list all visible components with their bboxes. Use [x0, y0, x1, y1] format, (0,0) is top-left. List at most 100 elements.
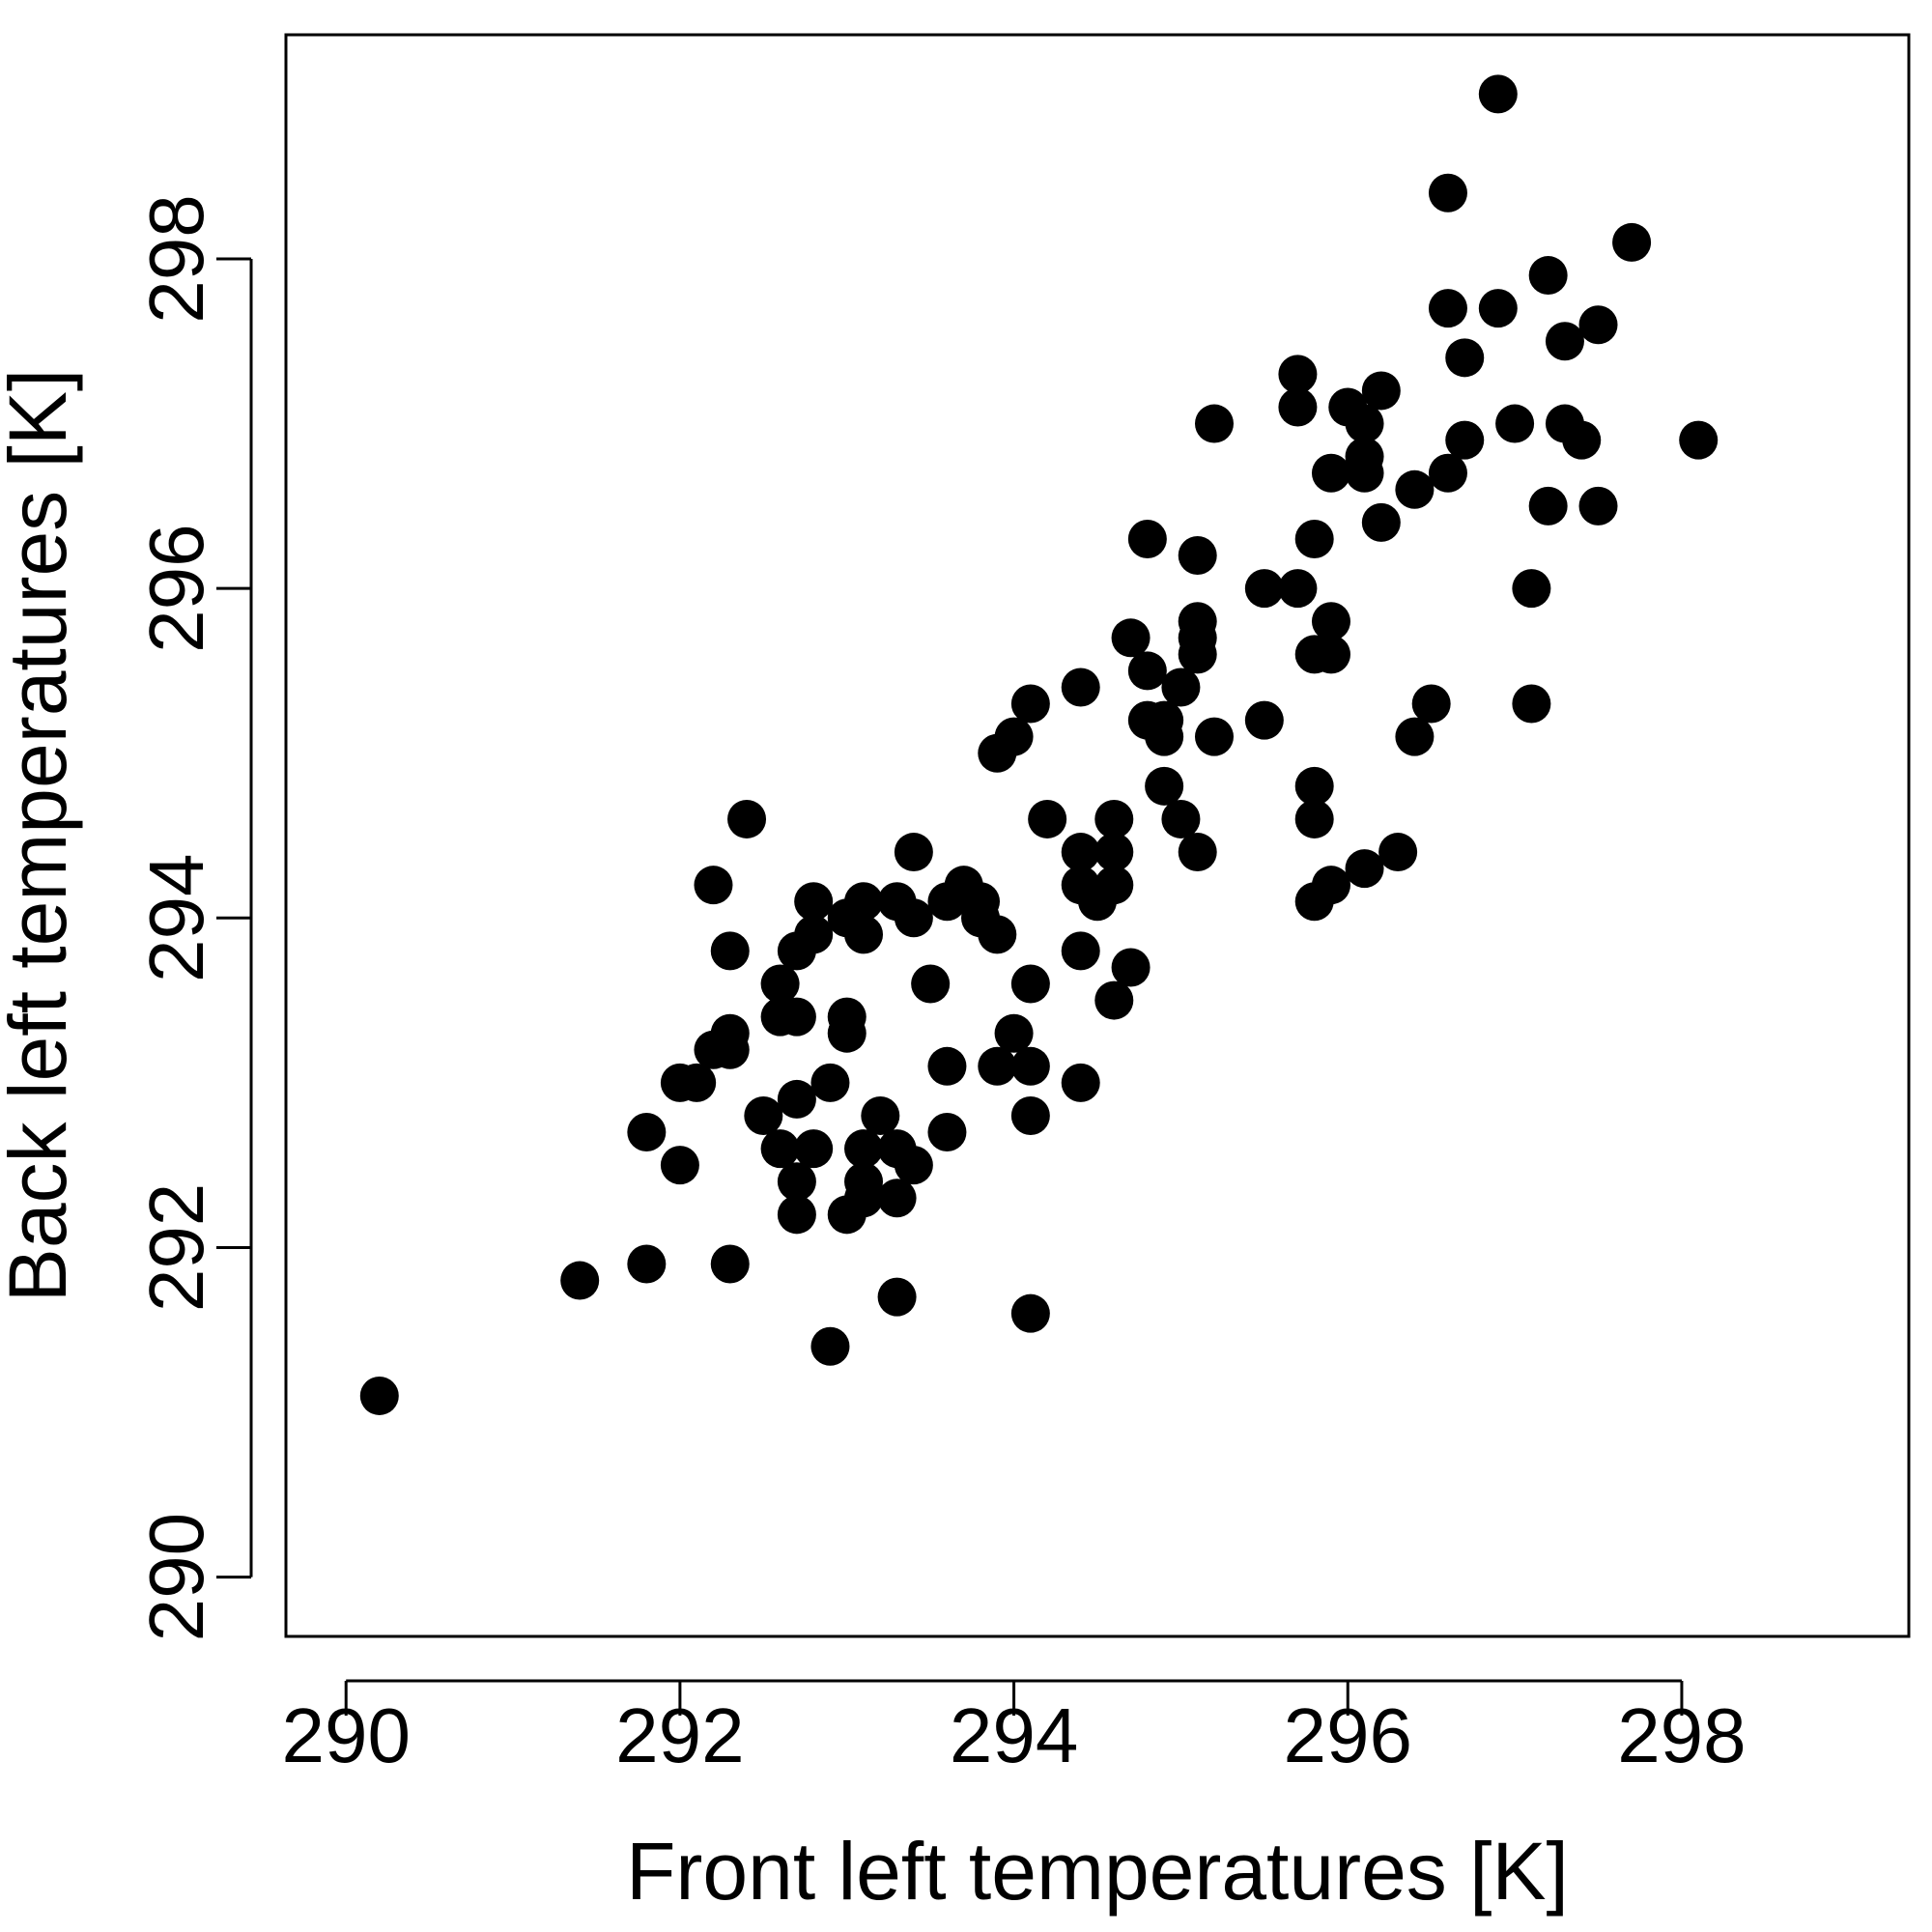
y-tick-label: 292 — [133, 1183, 219, 1312]
data-point — [710, 1013, 750, 1053]
data-point — [1478, 74, 1518, 114]
data-point — [777, 1162, 816, 1202]
data-point — [1345, 437, 1384, 476]
x-tick-label: 296 — [1284, 1692, 1412, 1778]
data-point — [1395, 717, 1435, 756]
data-point — [1612, 222, 1652, 262]
data-point — [911, 964, 951, 1004]
data-point — [894, 898, 933, 938]
data-point — [827, 997, 867, 1037]
data-point — [794, 1129, 834, 1169]
data-point — [844, 882, 884, 922]
data-point — [1478, 289, 1518, 328]
data-point — [627, 1113, 667, 1152]
data-point — [794, 915, 834, 954]
data-point — [1127, 519, 1167, 558]
data-points — [359, 74, 1719, 1415]
data-point — [1061, 931, 1100, 971]
data-point — [1495, 404, 1535, 443]
data-point — [1679, 420, 1719, 460]
y-axis-title: Back left temperatures [K] — [0, 369, 83, 1302]
x-tick-label: 294 — [950, 1692, 1078, 1778]
data-point — [359, 1376, 399, 1415]
data-point — [1512, 684, 1551, 724]
data-point — [1028, 799, 1067, 838]
data-point — [710, 931, 750, 971]
data-point — [1094, 833, 1134, 872]
x-axis: 290 292 294 296 298 — [281, 1679, 1747, 1778]
data-point — [1161, 668, 1201, 707]
data-point — [1061, 668, 1100, 707]
data-point — [894, 833, 933, 872]
y-tick-label: 296 — [133, 524, 219, 652]
data-point — [810, 1326, 850, 1366]
y-tick-label: 294 — [133, 854, 219, 982]
data-point — [1578, 486, 1618, 526]
data-point — [994, 1013, 1034, 1053]
data-point — [1094, 980, 1134, 1020]
data-point — [1428, 289, 1467, 328]
data-point — [1178, 833, 1217, 872]
data-point — [1428, 453, 1467, 493]
data-point — [710, 1244, 750, 1284]
data-point — [1378, 833, 1418, 872]
data-point — [1278, 387, 1318, 427]
y-axis: 290 292 294 296 298 — [133, 194, 253, 1641]
data-point — [1094, 866, 1134, 905]
data-point — [844, 915, 884, 954]
data-point — [777, 1195, 816, 1235]
data-point — [927, 1046, 967, 1086]
data-point — [1194, 717, 1234, 756]
x-axis-title: Front left temperatures [K] — [626, 1826, 1569, 1917]
data-point — [961, 882, 1001, 922]
data-point — [1161, 799, 1201, 838]
data-point — [1562, 420, 1602, 460]
data-point — [978, 1046, 1017, 1086]
data-point — [1111, 618, 1151, 658]
data-point — [1411, 684, 1451, 724]
data-point — [660, 1146, 699, 1185]
data-point — [1395, 469, 1435, 509]
x-tick-label: 292 — [615, 1692, 744, 1778]
data-point — [994, 717, 1034, 756]
data-point — [1244, 700, 1284, 740]
data-point — [760, 964, 800, 1004]
data-point — [978, 915, 1017, 954]
x-tick-label: 290 — [281, 1692, 410, 1778]
data-point — [1194, 404, 1234, 443]
data-point — [844, 1129, 884, 1169]
data-point — [1010, 684, 1050, 724]
data-point — [1111, 948, 1151, 987]
data-point — [877, 1277, 917, 1317]
y-tick-label: 298 — [133, 194, 219, 323]
data-point — [1528, 256, 1568, 296]
data-point — [727, 799, 767, 838]
data-point — [627, 1244, 667, 1284]
data-point — [560, 1261, 600, 1300]
data-point — [1278, 355, 1318, 394]
data-point — [1311, 602, 1350, 641]
data-point — [1010, 1293, 1050, 1333]
data-point — [1127, 651, 1167, 691]
data-point — [1244, 569, 1284, 609]
data-point — [844, 1162, 884, 1202]
x-tick-label: 298 — [1617, 1692, 1746, 1778]
data-point — [1010, 964, 1050, 1004]
data-point — [810, 1063, 850, 1102]
data-point — [1178, 602, 1217, 641]
data-point — [1428, 173, 1467, 213]
data-point — [777, 1079, 816, 1119]
data-point — [877, 1179, 917, 1218]
data-point — [760, 1129, 800, 1169]
data-point — [677, 1063, 717, 1102]
data-point — [1010, 1046, 1050, 1086]
data-point — [1094, 799, 1134, 838]
data-point — [1010, 1095, 1050, 1135]
data-point — [1445, 338, 1485, 378]
data-point — [1345, 849, 1384, 889]
data-point — [1361, 371, 1401, 411]
data-point — [861, 1095, 900, 1135]
data-point — [1278, 569, 1318, 609]
